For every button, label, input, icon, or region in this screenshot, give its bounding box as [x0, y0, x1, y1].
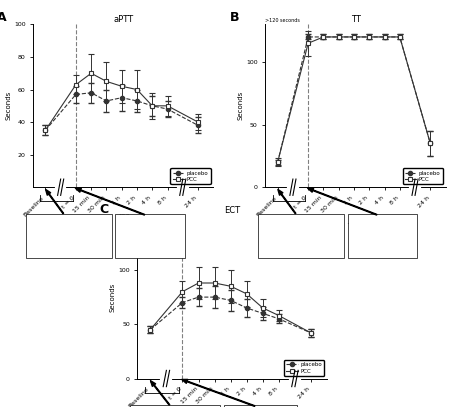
Title: ECT: ECT	[224, 206, 240, 215]
Text: Dabigatran 150mg BID
for two and a half days: Dabigatran 150mg BID for two and a half …	[273, 231, 329, 241]
Y-axis label: Seconds: Seconds	[5, 91, 11, 120]
Text: >120 seconds: >120 seconds	[265, 18, 301, 23]
Text: C: C	[100, 203, 109, 216]
Y-axis label: Seconds: Seconds	[237, 91, 243, 120]
Text: PCC or placebo
infusion: PCC or placebo infusion	[364, 231, 401, 241]
Legend: placebo, PCC: placebo, PCC	[403, 168, 443, 184]
Y-axis label: Seconds: Seconds	[109, 282, 115, 312]
Text: B: B	[229, 11, 239, 24]
Text: A: A	[0, 11, 7, 24]
X-axis label: Time: Time	[347, 223, 364, 229]
Title: aPTT: aPTT	[113, 15, 133, 24]
Legend: placebo, PCC: placebo, PCC	[284, 360, 324, 376]
X-axis label: Time: Time	[115, 223, 132, 229]
Text: Dabigatran 150mg BID
for two and a half days: Dabigatran 150mg BID for two and a half …	[41, 231, 97, 241]
Title: TT: TT	[351, 15, 360, 24]
Text: PCC or placebo
infusion: PCC or placebo infusion	[132, 231, 169, 241]
Legend: placebo, PCC: placebo, PCC	[171, 168, 210, 184]
